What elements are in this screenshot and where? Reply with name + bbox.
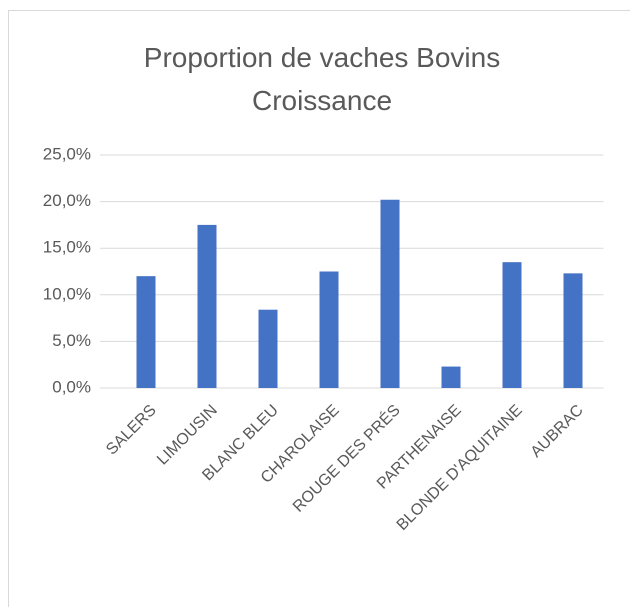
chart-title: Proportion de vaches Bovins Croissance [143, 42, 501, 116]
x-tick-label: LIMOUSIN [154, 402, 221, 469]
bar [441, 366, 461, 388]
y-tick-label: 10,0% [43, 284, 91, 303]
y-tick-label: 5,0% [52, 331, 91, 350]
y-tick-label: 25,0% [43, 144, 91, 163]
bar [319, 271, 339, 388]
chart-border [8, 10, 630, 607]
x-tick-label: BLONDE D'AQUITAINE [394, 402, 526, 534]
x-tick-label: AUBRAC [528, 402, 587, 461]
bar [502, 262, 522, 388]
x-tick-label: ROUGE DES PRÉS [289, 400, 404, 515]
x-tick-label: SALERS [103, 402, 160, 459]
bar [563, 273, 583, 388]
bar [380, 199, 400, 388]
y-tick-label: 20,0% [43, 191, 91, 210]
y-tick-label: 0,0% [52, 377, 91, 396]
bar [258, 309, 278, 388]
bar [136, 276, 156, 388]
bar [197, 224, 217, 388]
y-tick-label: 15,0% [43, 238, 91, 257]
